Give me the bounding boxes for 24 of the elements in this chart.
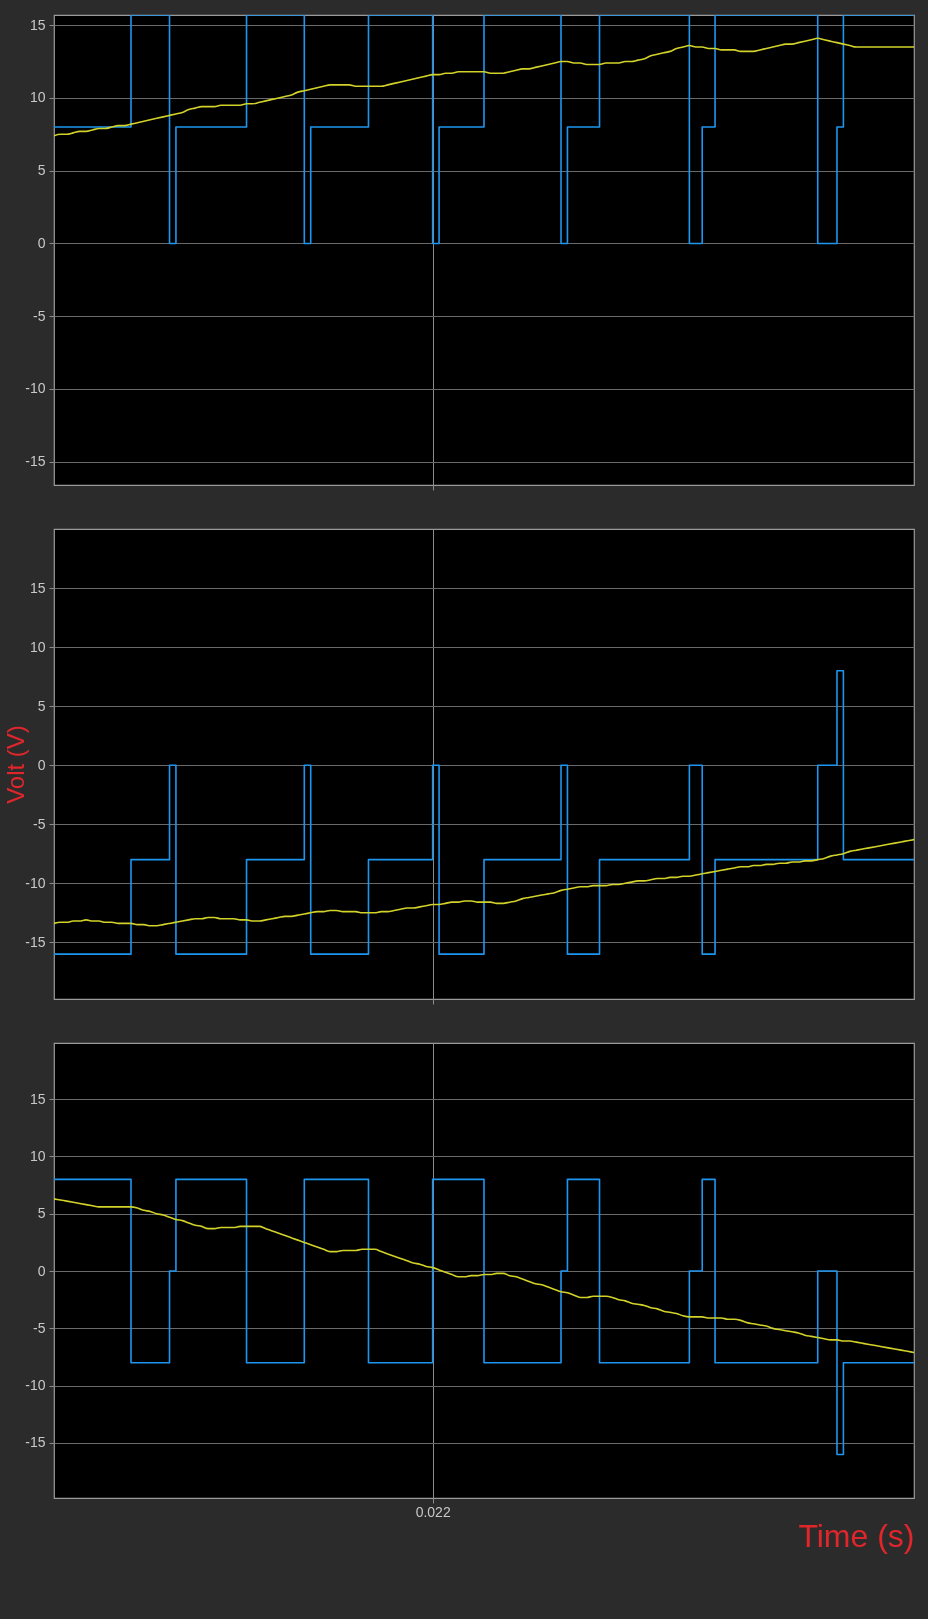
- y-tick-label: 10: [29, 1147, 46, 1164]
- y-tick-label: 5: [37, 1205, 46, 1222]
- y-tick-label: -5: [33, 307, 46, 324]
- y-tick-label: 5: [37, 697, 46, 714]
- y-tick-label: -10: [25, 1377, 46, 1394]
- y-tick-label: -5: [33, 1319, 46, 1336]
- y-tick-label: 0: [37, 756, 46, 773]
- y-tick-label: 15: [29, 16, 46, 33]
- y-tick-label: -10: [25, 380, 46, 397]
- y-tick-label: -15: [25, 1434, 46, 1451]
- y-tick-label: 15: [29, 579, 46, 596]
- y-tick-label: 10: [29, 638, 46, 655]
- y-tick-label: 10: [29, 89, 46, 106]
- x-axis-title: Time (s): [798, 1517, 915, 1554]
- x-tick-label: 0.022: [415, 1503, 451, 1520]
- y-tick-label: -10: [25, 874, 46, 891]
- y-tick-label: 5: [37, 162, 46, 179]
- y-tick-label: -5: [33, 815, 46, 832]
- y-tick-label: 0: [37, 234, 46, 251]
- y-tick-label: -15: [25, 933, 46, 950]
- y-tick-label: 0: [37, 1262, 46, 1279]
- y-tick-label: 15: [29, 1090, 46, 1107]
- y-axis-title: Volt (V): [2, 725, 30, 804]
- y-tick-label: -15: [25, 453, 46, 470]
